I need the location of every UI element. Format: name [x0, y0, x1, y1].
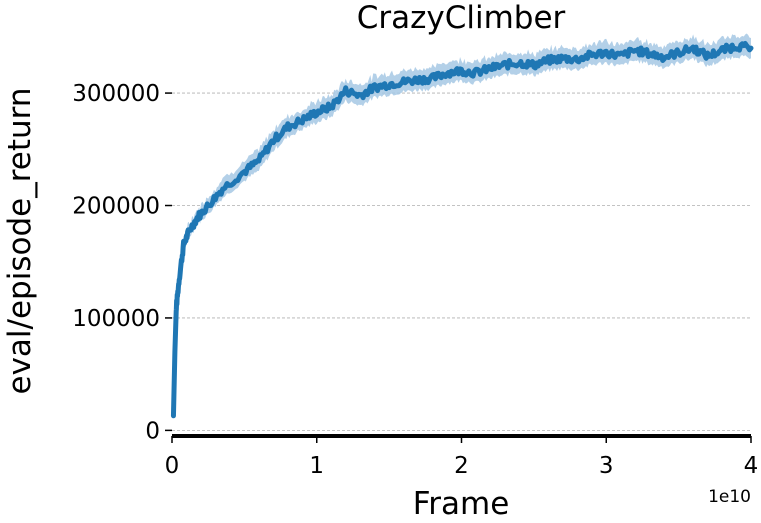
x-tick-label: 4 [744, 453, 759, 479]
gridlines [172, 92, 751, 431]
series-line [170, 40, 754, 419]
y-tick-label: 100000 [72, 306, 160, 332]
y-tick-label: 0 [145, 418, 160, 444]
y-tick-label: 200000 [72, 194, 160, 220]
x-tick-label: 1 [309, 453, 324, 479]
y-axis-label: eval/episode_return [2, 88, 38, 395]
confidence-band [173, 33, 751, 420]
x-tick-label: 3 [599, 453, 614, 479]
chart-title: CrazyClimber [357, 0, 566, 36]
x-axis-label: Frame [413, 486, 510, 522]
y-tick-label: 300000 [72, 81, 160, 107]
y-axis-ticks: 0 100000 200000 300000 [72, 81, 172, 444]
x-axis-offset-label: 1e10 [708, 487, 751, 507]
x-tick-label: 0 [165, 453, 180, 479]
x-axis-ticks: 0 1 2 3 4 [165, 436, 759, 479]
x-tick-label: 2 [454, 453, 469, 479]
